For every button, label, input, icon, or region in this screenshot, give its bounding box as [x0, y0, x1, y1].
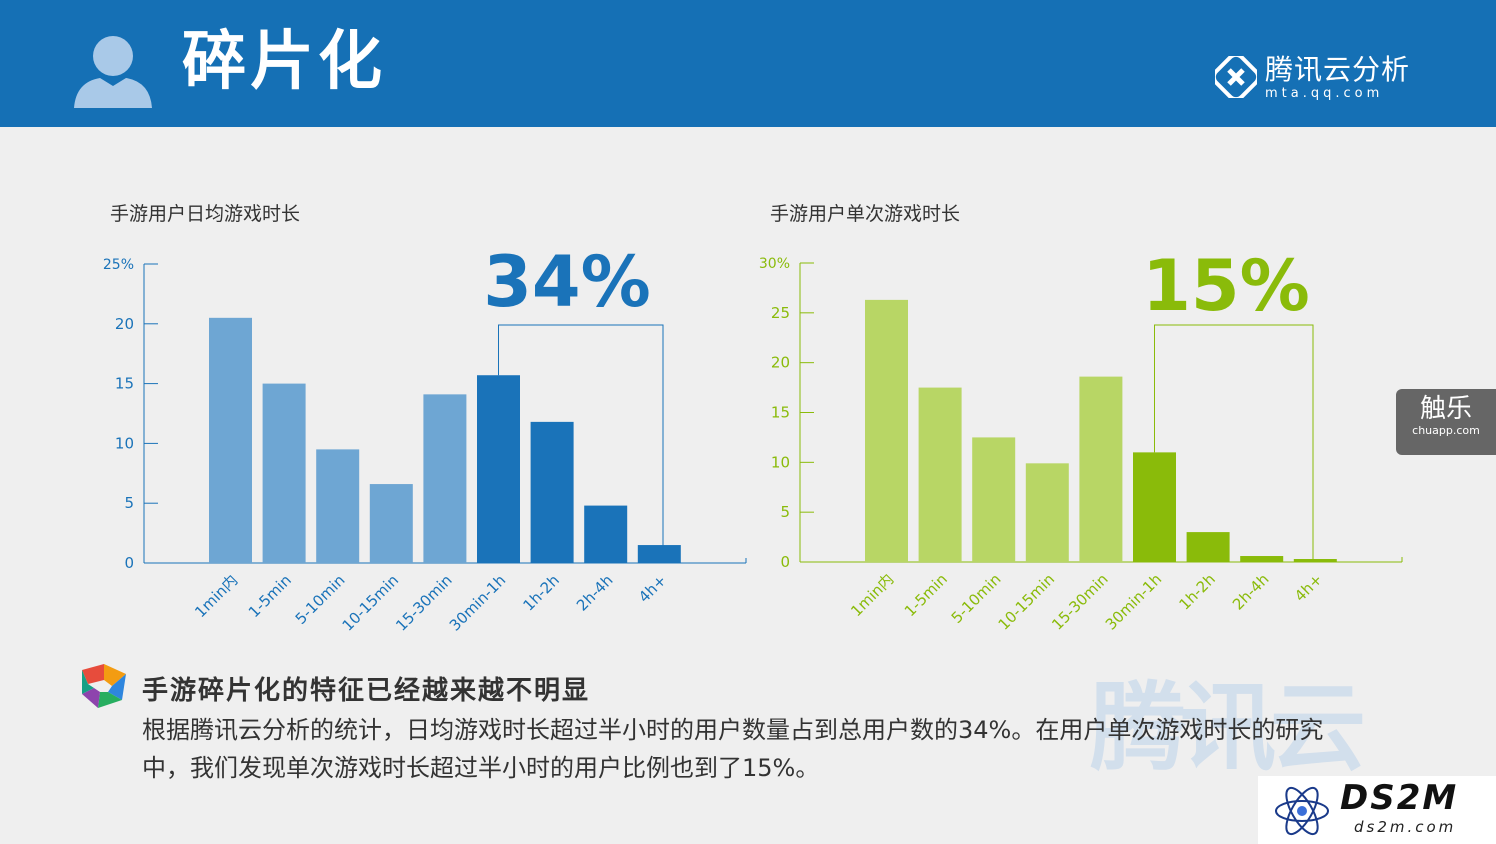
bar [918, 387, 962, 562]
side-tab-name: 触乐 [1419, 394, 1472, 424]
header-bar: 碎片化 腾讯云分析 mta.qq.com [0, 0, 1496, 127]
page-title: 碎片化 [182, 25, 386, 99]
bar [637, 545, 681, 563]
bar [1186, 532, 1230, 562]
brand-block: 腾讯云分析 mta.qq.com [1214, 53, 1410, 101]
bar [369, 484, 413, 563]
bar [1293, 559, 1337, 562]
bar [262, 383, 306, 563]
y-tick-label: 20 [115, 315, 134, 333]
y-tick-label: 20 [771, 354, 790, 372]
bar [1240, 556, 1284, 562]
y-tick-label: 10 [115, 434, 134, 452]
side-tab-url: chuapp.com [1412, 423, 1480, 437]
summary-body: 根据腾讯云分析的统计，日均游戏时长超过半小时的用户数量占到总用户数的34%。在用… [142, 711, 1402, 787]
tencent-cloud-logo-icon [1214, 56, 1257, 98]
callout-percentage: 34% [483, 241, 651, 323]
x-tick-label: 30min-1h [446, 571, 510, 635]
brand-url: mta.qq.com [1264, 86, 1384, 101]
bar [865, 299, 908, 562]
x-tick-label: 1h-2h [519, 571, 562, 614]
summary-block: 手游碎片化的特征已经越来越不明显 根据腾讯云分析的统计，日均游戏时长超过半小时的… [142, 670, 1402, 787]
y-tick-label: 30% [759, 256, 790, 272]
pinwheel-icon [82, 664, 126, 708]
x-tick-label: 1-5min [901, 570, 951, 620]
chuapp-side-tab[interactable]: 触乐 chuapp.com [1396, 389, 1496, 455]
bar [209, 317, 252, 563]
x-tick-label: 15-30min [1048, 570, 1112, 634]
y-tick-label: 0 [124, 554, 134, 572]
bar [477, 375, 520, 563]
x-tick-label: 30min-1h [1102, 570, 1166, 634]
bar [584, 505, 628, 563]
ds2m-name: DS2M [1340, 778, 1459, 818]
y-tick-label: 5 [124, 494, 134, 512]
bar [423, 394, 467, 563]
tencent-cloud-watermark: 腾讯云 [1090, 672, 1366, 784]
y-tick-label: 0 [780, 553, 790, 571]
highlight-bracket [1154, 324, 1314, 562]
bar [972, 437, 1016, 562]
y-tick-label: 25% [103, 257, 134, 273]
y-tick-label: 5 [780, 503, 790, 521]
ds2m-url: ds2m.com [1354, 818, 1457, 836]
summary-heading: 手游碎片化的特征已经越来越不明显 [142, 676, 591, 706]
user-icon [74, 36, 152, 108]
chart-title-daily: 手游用户日均游戏时长 [110, 203, 301, 225]
x-tick-label: 2h-4h [1229, 570, 1272, 613]
y-tick-label: 15 [115, 375, 134, 393]
x-tick-label: 10-15min [995, 570, 1059, 634]
x-tick-label: 15-30min [392, 571, 456, 635]
bar [1079, 376, 1123, 562]
bar [1025, 463, 1069, 562]
x-tick-label: 2h-4h [573, 571, 616, 614]
bar [1133, 452, 1176, 562]
atom-icon [1275, 786, 1329, 836]
brand-name: 腾讯云分析 [1264, 53, 1410, 86]
chart-title-session: 手游用户单次游戏时长 [770, 203, 961, 225]
callout-percentage: 15% [1142, 245, 1310, 327]
bar [316, 449, 360, 563]
summary-line-1: 根据腾讯云分析的统计，日均游戏时长超过半小时的用户数量占到总用户数的34%。在用… [142, 716, 1324, 744]
x-tick-label: 1min内 [191, 571, 241, 621]
x-tick-label: 4h+ [1291, 570, 1326, 605]
x-tick-label: 1-5min [245, 571, 295, 621]
bar [530, 421, 574, 563]
y-tick-label: 15 [771, 404, 790, 422]
ds2m-watermark: DS2M ds2m.com [1258, 776, 1496, 844]
y-tick-label: 25 [771, 304, 790, 322]
y-tick-label: 10 [771, 453, 790, 471]
x-tick-label: 1h-2h [1175, 570, 1218, 613]
highlight-bracket [498, 324, 664, 563]
summary-line-2: 中，我们发现单次游戏时长超过半小时的用户比例也到了15%。 [142, 754, 820, 782]
x-tick-label: 10-15min [339, 571, 403, 635]
x-tick-label: 4h+ [635, 571, 670, 606]
x-tick-label: 1min内 [847, 570, 897, 620]
